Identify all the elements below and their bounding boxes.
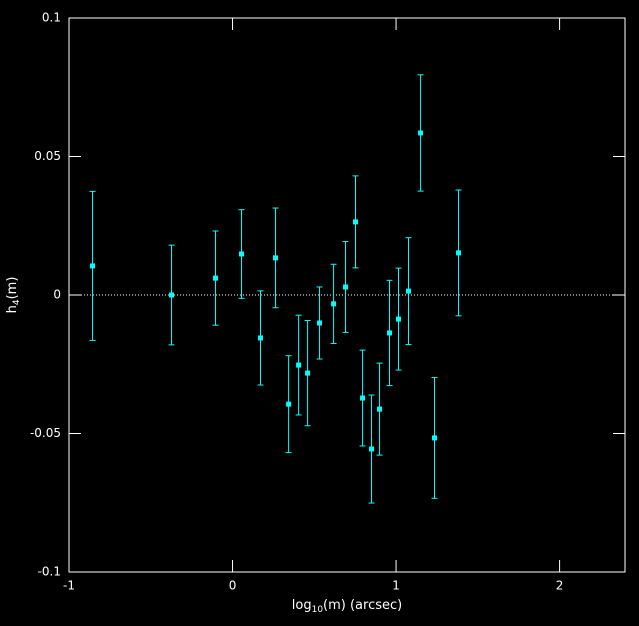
point xyxy=(387,330,393,336)
y-label-part: (m) xyxy=(5,277,20,300)
point xyxy=(353,219,359,225)
point xyxy=(418,130,424,136)
point xyxy=(331,301,337,307)
point xyxy=(377,406,383,412)
y-label-sub: 4 xyxy=(12,299,22,305)
point xyxy=(405,288,411,294)
x-label-part: (m) (arcsec) xyxy=(323,598,402,613)
x-tick-label: 1 xyxy=(392,579,400,593)
point xyxy=(369,446,375,452)
y-tick-label: 0.1 xyxy=(42,11,61,25)
y-label-part: h xyxy=(5,305,20,313)
y-tick-label: 0.05 xyxy=(34,149,61,163)
point xyxy=(90,263,96,269)
point xyxy=(273,255,279,261)
y-tick-label: -0.1 xyxy=(38,565,61,579)
x-tick-label: 0 xyxy=(229,579,237,593)
x-tick-label: 2 xyxy=(556,579,564,593)
point xyxy=(257,335,263,341)
point xyxy=(286,401,292,407)
plot-frame xyxy=(68,17,626,573)
point xyxy=(169,292,175,298)
point xyxy=(396,316,402,322)
x-label-part: log xyxy=(292,598,312,613)
point xyxy=(296,362,302,368)
point xyxy=(343,284,349,290)
point xyxy=(213,275,219,281)
y-tick-label: 0 xyxy=(53,288,61,302)
y-tick-label: -0.05 xyxy=(30,426,61,440)
x-label-sub: 10 xyxy=(312,605,324,615)
point xyxy=(239,251,245,257)
point xyxy=(456,250,462,256)
point xyxy=(317,320,323,326)
x-axis-label: log10(m) (arcsec) xyxy=(292,598,402,615)
point xyxy=(360,395,366,401)
point xyxy=(431,435,437,441)
x-tick-label: -1 xyxy=(63,579,75,593)
y-axis-label: h4(m) xyxy=(5,277,22,314)
point xyxy=(305,370,311,376)
